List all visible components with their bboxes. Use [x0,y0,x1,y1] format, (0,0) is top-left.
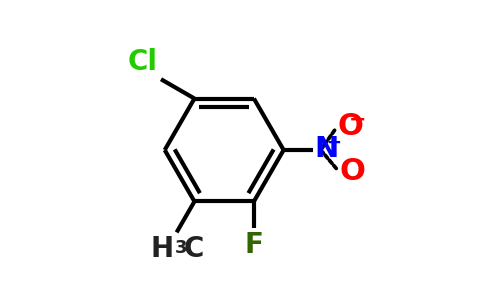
Text: 3: 3 [175,239,188,257]
Text: Cl: Cl [128,48,158,76]
Text: F: F [244,231,263,259]
Text: H: H [151,235,174,263]
Text: N: N [314,135,338,164]
Text: −: − [348,110,366,130]
Text: O: O [338,112,363,141]
Text: C: C [183,235,204,263]
Text: O: O [339,158,365,187]
Text: +: + [326,134,341,152]
